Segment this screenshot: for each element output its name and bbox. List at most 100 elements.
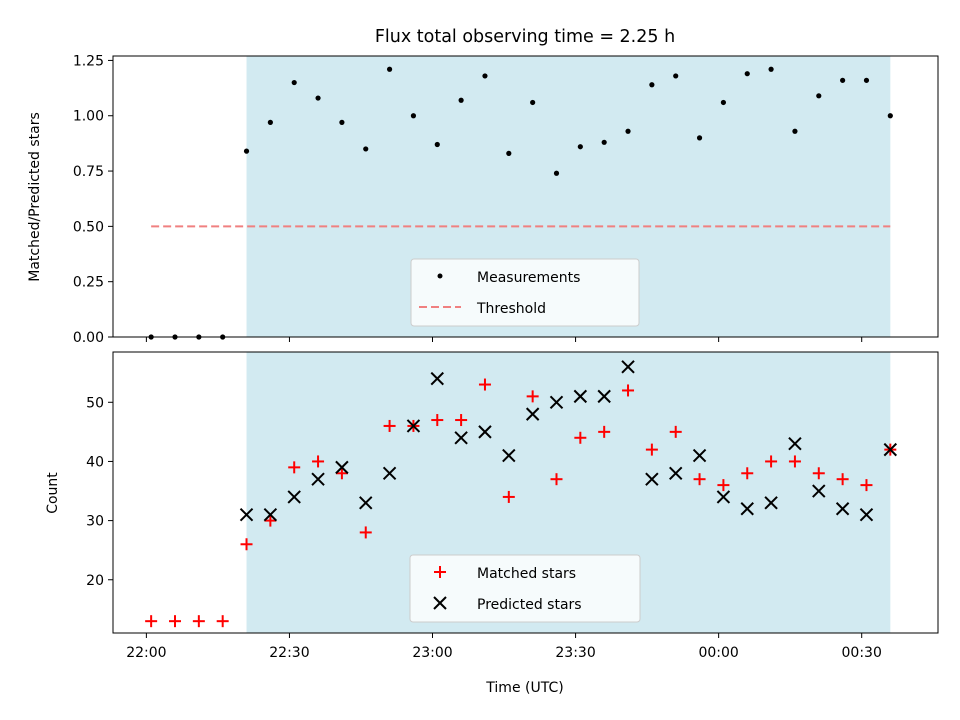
- measurement-point: [315, 95, 321, 101]
- measurement-point: [267, 119, 273, 125]
- matched-stars-point: [622, 384, 635, 397]
- top-plot-marks: [148, 66, 893, 340]
- predicted-stars-stroke: [597, 389, 611, 404]
- predicted-stars-stroke: [692, 448, 707, 463]
- x-tick-label: 00:30: [842, 645, 882, 661]
- predicted-stars-point: [621, 360, 635, 374]
- measurement-point: [649, 82, 655, 88]
- predicted-stars-point: [859, 507, 874, 522]
- bottom-axes-frame: [112, 351, 939, 634]
- matched-stars-point: [693, 473, 706, 486]
- top-legend-box: [410, 258, 640, 327]
- predicted-stars-stroke: [359, 496, 373, 510]
- matched-stars-point: [312, 455, 325, 468]
- predicted-stars-point: [239, 507, 254, 522]
- matched-stars-point: [478, 378, 491, 391]
- bottom-y-tick-label: 30: [86, 514, 104, 530]
- bottom-legend: Matched stars Predicted stars: [409, 554, 641, 623]
- top-y-tick-label: 1.00: [73, 109, 104, 125]
- predicted-stars-point: [549, 395, 564, 409]
- predicted-stars-stroke: [478, 425, 492, 439]
- x-tick-label: 23:30: [555, 645, 595, 661]
- top-y-tick-label: 0.50: [73, 219, 104, 235]
- predicted-stars-point: [788, 436, 802, 451]
- x-tick-label: 23:00: [412, 645, 452, 661]
- predicted-stars-point: [335, 460, 349, 475]
- predicted-stars-stroke: [740, 502, 754, 516]
- measurement-point: [339, 119, 345, 125]
- predicted-stars-stroke: [287, 490, 301, 504]
- legend-matched-label: Matched stars: [477, 566, 576, 582]
- predicted-stars-point: [454, 431, 468, 445]
- x-axis-label: Time (UTC): [485, 680, 563, 696]
- predicted-stars-point: [812, 484, 826, 498]
- matched-stars-point: [192, 615, 205, 628]
- predicted-stars-stroke: [812, 484, 826, 498]
- matched-stars-point: [145, 615, 158, 628]
- measurement-point: [386, 66, 393, 72]
- predicted-stars-point: [478, 425, 492, 439]
- predicted-stars-stroke: [263, 507, 278, 522]
- bottom-plot-marks: [145, 360, 898, 628]
- measurement-point: [840, 77, 846, 83]
- matched-stars-point: [455, 414, 468, 427]
- predicted-stars-point: [525, 407, 540, 421]
- top-y-axis-label: Matched/Predicted stars: [27, 112, 43, 282]
- predicted-stars-point: [716, 490, 731, 504]
- predicted-stars-point: [692, 448, 707, 463]
- matched-stars-point: [860, 479, 873, 492]
- bottom-y-ticks: 20 30 40 50: [86, 395, 113, 589]
- predicted-stars-stroke: [311, 472, 325, 486]
- top-legend: Measurements Threshold: [410, 258, 640, 327]
- predicted-stars-point: [573, 389, 588, 404]
- matched-stars-point: [431, 414, 444, 427]
- predicted-stars-point: [835, 502, 850, 516]
- matched-stars-point: [574, 431, 587, 444]
- legend-threshold-label: Threshold: [476, 301, 546, 317]
- measurement-point: [506, 150, 512, 156]
- measurement-point: [720, 99, 727, 106]
- matched-stars-point: [502, 490, 515, 503]
- predicted-stars-stroke: [430, 371, 444, 386]
- measurement-point: [553, 170, 560, 176]
- predicted-stars-stroke: [382, 466, 397, 480]
- matched-stars-point: [550, 473, 563, 486]
- measurement-point: [601, 139, 607, 145]
- measurement-point: [577, 144, 583, 150]
- predicted-stars-point: [263, 507, 278, 522]
- measurement-point: [363, 146, 369, 152]
- matched-stars-point: [669, 425, 682, 438]
- predicted-stars-stroke: [573, 389, 588, 404]
- predicted-stars-stroke: [454, 431, 468, 445]
- matched-stars-point: [216, 615, 229, 628]
- legend-measurements-marker: [437, 273, 443, 279]
- measurement-point: [792, 128, 798, 134]
- predicted-stars-point: [645, 472, 659, 486]
- predicted-stars-stroke: [716, 490, 731, 504]
- measurement-point: [816, 93, 822, 99]
- x-tick-label: 00:00: [698, 645, 738, 661]
- measurement-point: [887, 113, 893, 119]
- bottom-y-tick-label: 40: [86, 454, 104, 470]
- measurement-point: [863, 77, 870, 83]
- measurement-point: [434, 141, 440, 148]
- top-y-tick-label: 1.25: [73, 53, 104, 69]
- legend-predicted-marker: [433, 596, 447, 610]
- predicted-stars-stroke: [669, 466, 683, 480]
- x-tick-label: 22:30: [269, 645, 309, 661]
- top-panel: 0.00 0.25 0.50 0.75 1.00 1.25 Matched/Predict…: [27, 53, 939, 346]
- matched-stars-point: [383, 419, 396, 432]
- predicted-stars-point: [597, 389, 611, 404]
- legend-measurements-label: Measurements: [477, 270, 580, 286]
- predicted-stars-stroke: [335, 460, 349, 475]
- predicted-stars-point: [669, 466, 683, 480]
- measurement-point: [744, 71, 750, 77]
- predicted-stars-stroke: [883, 442, 898, 457]
- predicted-stars-stroke: [788, 436, 802, 451]
- top-y-ticks: 0.00 0.25 0.50 0.75 1.00 1.25: [73, 53, 113, 346]
- matched-stars-point: [264, 514, 277, 527]
- measurement-point: [458, 97, 464, 103]
- bottom-legend-box: [409, 554, 641, 623]
